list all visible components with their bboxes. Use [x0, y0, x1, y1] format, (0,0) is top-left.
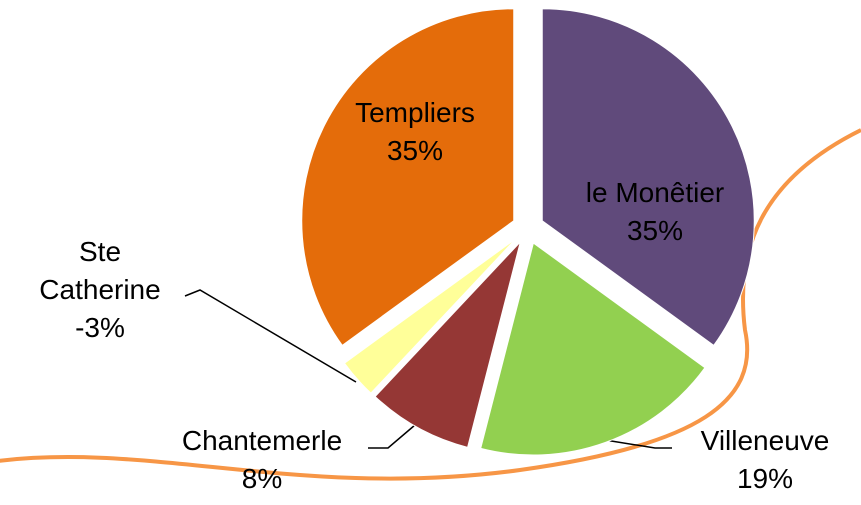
value-label: 35%: [626, 215, 684, 246]
pie-slice: [343, 238, 517, 394]
value-label: 8%: [241, 463, 283, 494]
category-label: Ste Catherine: [39, 236, 161, 305]
pie-slice: [301, 8, 515, 347]
slice-label: Ste Catherine -3%: [20, 233, 180, 347]
value-label: 19%: [736, 463, 794, 494]
slice-label: Chantemerle 8%: [182, 422, 342, 498]
value-label: -3%: [75, 312, 125, 343]
slice-label: le Monêtier 35%: [586, 174, 725, 250]
slice-label: Villeneuve 19%: [701, 422, 830, 498]
slice-label: Templiers 35%: [355, 94, 475, 170]
category-label: Villeneuve: [700, 425, 830, 456]
leader-line: [368, 424, 416, 449]
category-label: Templiers: [355, 97, 475, 128]
category-label: Chantemerle: [181, 425, 343, 456]
value-label: 35%: [386, 135, 444, 166]
leader-line: [184, 289, 357, 383]
pie-slice: [480, 242, 706, 456]
pie-slice: [541, 8, 755, 347]
leader-line: [604, 439, 672, 449]
category-label: le Monêtier: [585, 177, 725, 208]
pie: [301, 8, 755, 456]
pie-slice: [374, 241, 521, 448]
